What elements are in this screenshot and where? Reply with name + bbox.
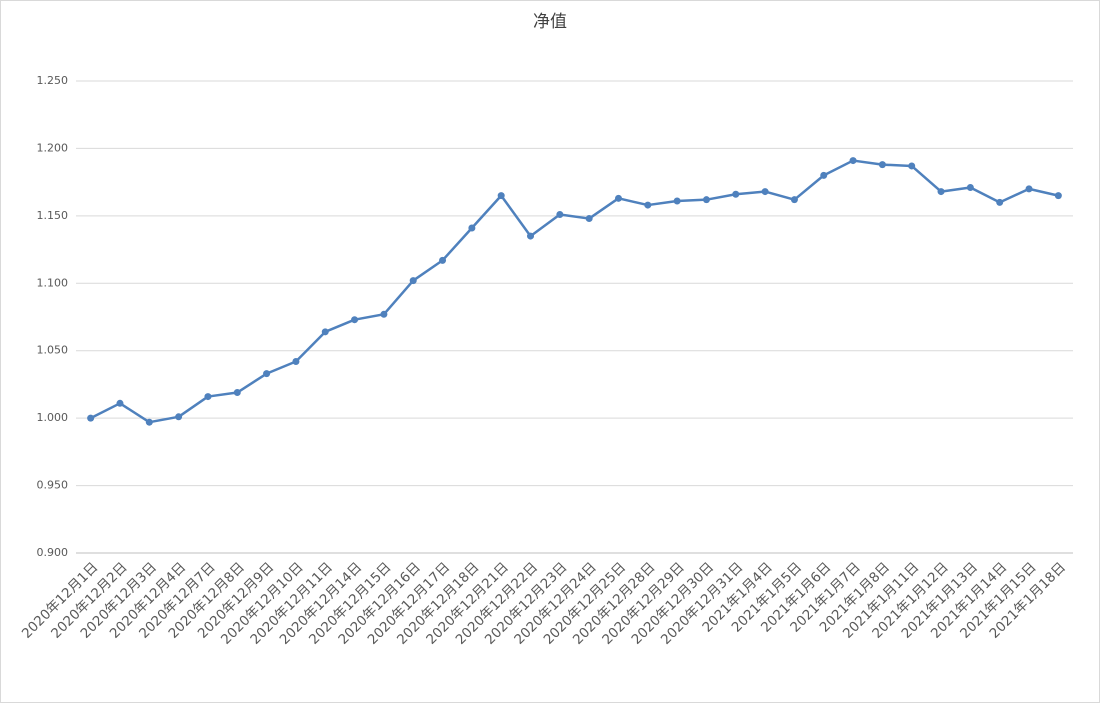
point [321, 328, 329, 336]
point [556, 211, 564, 219]
point [966, 184, 974, 192]
point [292, 358, 300, 366]
point [233, 389, 241, 397]
point [908, 162, 916, 170]
point [702, 196, 710, 204]
point [497, 192, 505, 200]
point [673, 197, 681, 205]
point [527, 232, 535, 240]
point [116, 399, 124, 407]
y-tick-label: 1.250 [37, 74, 69, 87]
y-tick-label: 0.900 [37, 546, 69, 559]
point [87, 414, 95, 422]
point [732, 190, 740, 198]
y-tick-label: 1.100 [37, 276, 69, 289]
point [1025, 185, 1033, 193]
point [614, 194, 622, 202]
point [644, 201, 652, 209]
point [175, 413, 183, 421]
y-tick-label: 1.050 [37, 344, 69, 357]
y-tick-label: 1.200 [37, 141, 69, 154]
point [996, 198, 1004, 206]
point [878, 161, 886, 169]
point [1054, 192, 1062, 200]
point [145, 418, 153, 426]
point [761, 188, 769, 196]
point [263, 370, 271, 378]
chart-title: 净值 [533, 12, 567, 32]
y-tick-label: 0.950 [37, 479, 69, 492]
point [204, 393, 212, 401]
point [849, 157, 857, 165]
y-tick-label: 1.150 [37, 209, 69, 222]
point [790, 196, 798, 204]
point [820, 171, 828, 179]
line [90, 159, 1059, 424]
point [351, 316, 359, 324]
point [439, 256, 447, 264]
point [585, 215, 593, 223]
point [380, 310, 388, 318]
point [409, 277, 417, 285]
point [937, 188, 945, 196]
y-tick-label: 1.000 [37, 411, 69, 424]
point [468, 224, 476, 232]
